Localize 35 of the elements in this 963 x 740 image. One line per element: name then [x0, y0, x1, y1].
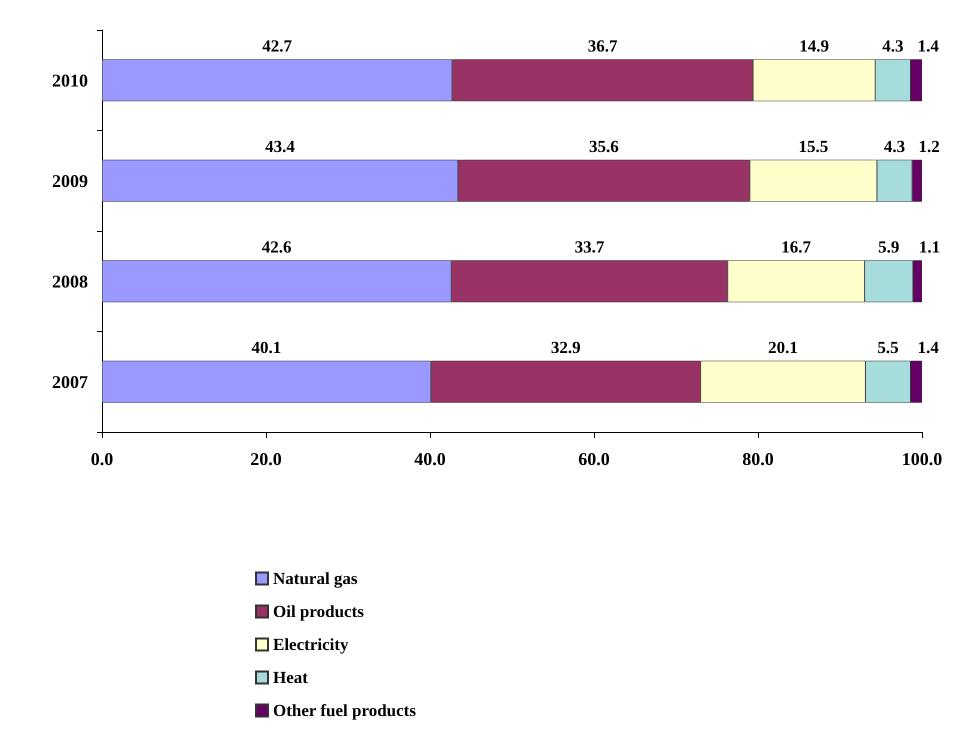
legend-label: Other fuel products — [273, 701, 416, 720]
x-tick-label: 20.0 — [250, 449, 282, 469]
legend-label: Oil products — [273, 602, 364, 621]
x-tick-label: 40.0 — [414, 449, 446, 469]
data-label: 14.9 — [799, 36, 830, 56]
data-label: 42.6 — [262, 237, 292, 256]
data-label: 16.7 — [781, 237, 812, 256]
data-label: 1.1 — [918, 237, 940, 256]
data-label: 4.3 — [884, 136, 906, 156]
data-label: 5.9 — [878, 237, 900, 256]
data-label: 35.6 — [588, 136, 619, 156]
legend-label: Electricity — [273, 635, 350, 654]
data-label: 33.7 — [574, 237, 605, 256]
data-label: 42.7 — [262, 36, 292, 56]
legend-label: Natural gas — [273, 569, 358, 588]
y-tick-label: 2009 — [52, 170, 88, 191]
data-label: 1.4 — [918, 36, 940, 56]
data-label: 15.5 — [798, 136, 828, 156]
legend-label: Heat — [273, 668, 308, 687]
x-tick-label: 0.0 — [90, 449, 114, 469]
x-tick-label: 80.0 — [742, 449, 774, 469]
y-tick-label: 2010 — [52, 70, 88, 90]
x-tick-label: 100.0 — [902, 449, 942, 469]
y-tick-label: 2008 — [52, 271, 88, 292]
data-label: 1.4 — [918, 338, 940, 357]
data-label: 4.3 — [882, 36, 904, 56]
data-label: 5.5 — [877, 338, 899, 357]
data-label: 40.1 — [252, 338, 282, 357]
data-label: 1.2 — [918, 136, 940, 156]
x-tick-label: 60.0 — [578, 449, 610, 469]
data-label: 36.7 — [588, 36, 618, 56]
data-label: 32.9 — [550, 338, 581, 357]
y-tick-label: 2007 — [52, 372, 88, 392]
data-label: 43.4 — [265, 136, 296, 156]
data-label: 20.1 — [768, 338, 798, 357]
